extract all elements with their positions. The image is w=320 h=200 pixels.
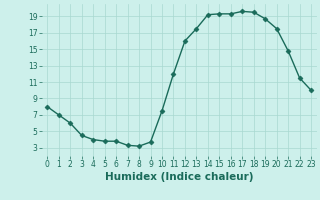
X-axis label: Humidex (Indice chaleur): Humidex (Indice chaleur) xyxy=(105,172,253,182)
